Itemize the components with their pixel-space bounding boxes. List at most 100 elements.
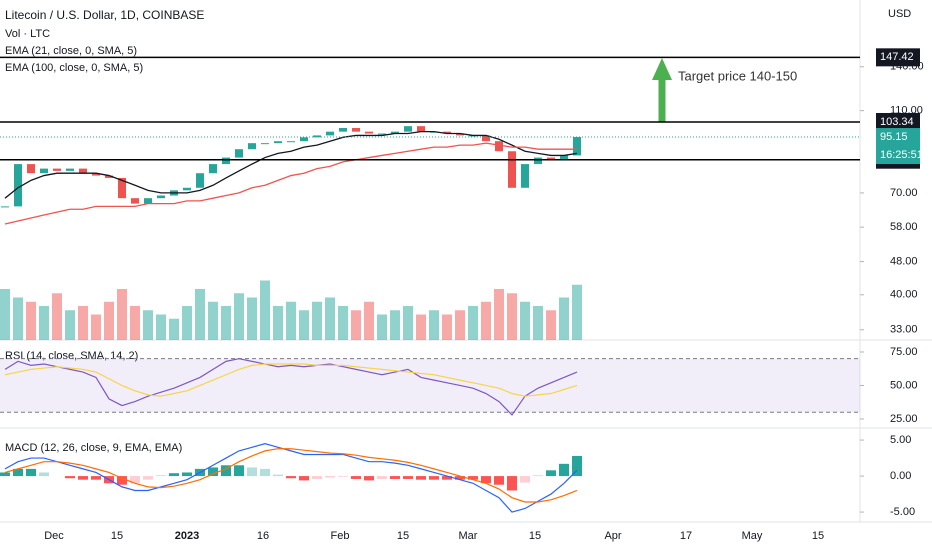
candle xyxy=(521,164,529,188)
volume-bar xyxy=(130,306,140,340)
candle xyxy=(300,137,308,142)
histogram-bar xyxy=(169,473,179,477)
x-tick-label: Mar xyxy=(459,530,478,542)
histogram-bar xyxy=(0,472,10,477)
y-tick-label: 33.00 xyxy=(890,324,918,336)
volume-bar xyxy=(416,314,426,340)
histogram-bar xyxy=(78,476,88,480)
y-tick-label: 25.00 xyxy=(890,413,918,425)
x-tick-label: 15 xyxy=(529,530,541,542)
volume-bar xyxy=(494,289,504,340)
volume-bar xyxy=(559,297,569,340)
histogram-bar xyxy=(247,467,257,477)
rsi-band xyxy=(0,358,860,413)
candle xyxy=(547,157,555,160)
series-line xyxy=(4,448,578,503)
volume-bar xyxy=(13,297,23,340)
currency: USD xyxy=(888,8,911,20)
series-line xyxy=(4,358,578,416)
histogram-bar xyxy=(117,476,127,485)
candle xyxy=(326,131,334,136)
y-tick-label: 0.00 xyxy=(890,470,911,482)
volume-bar xyxy=(273,306,283,340)
histogram-bar xyxy=(429,476,439,480)
volume-bar xyxy=(351,310,361,340)
volume-bar xyxy=(299,310,309,340)
histogram-bar xyxy=(481,476,491,484)
volume-bar xyxy=(117,289,127,340)
volume-bar xyxy=(39,306,49,340)
candle xyxy=(235,149,243,158)
histogram-bar xyxy=(26,468,36,477)
histogram-bar xyxy=(260,468,270,477)
volume-bar xyxy=(403,306,413,340)
volume-bar xyxy=(0,289,10,340)
volume-bar xyxy=(78,306,88,340)
y-tick-label: -5.00 xyxy=(890,506,915,518)
candle xyxy=(66,168,74,171)
volume-bar xyxy=(91,314,101,340)
level-label: 103.34 xyxy=(880,116,914,128)
candle xyxy=(560,155,568,160)
volume-bar xyxy=(286,301,296,340)
candle xyxy=(404,126,412,132)
volume-bar xyxy=(26,301,36,340)
volume-bar xyxy=(325,297,335,340)
x-tick-label: May xyxy=(742,530,763,542)
candle xyxy=(157,195,165,199)
histogram-bar xyxy=(65,476,75,479)
candle xyxy=(222,157,230,165)
legend: Vol · LTC xyxy=(5,28,50,40)
symbol-title: Litecoin / U.S. Dollar, 1D, COINBASE xyxy=(5,8,204,22)
volume-bar xyxy=(546,310,556,340)
candle xyxy=(339,127,347,132)
histogram-bar xyxy=(91,476,101,480)
candle xyxy=(261,143,269,145)
volume-bar xyxy=(507,293,517,340)
candle xyxy=(573,137,581,156)
x-tick-label: 15 xyxy=(812,530,824,542)
histogram-bar xyxy=(312,476,322,479)
histogram-bar xyxy=(390,476,400,479)
volume-bar xyxy=(208,301,218,340)
candle xyxy=(287,141,295,143)
y-tick-label: 70.00 xyxy=(890,187,918,199)
volume-bar xyxy=(364,301,374,340)
candle xyxy=(391,131,399,134)
volume-bar xyxy=(390,310,400,340)
volume-bar xyxy=(312,301,322,340)
candle xyxy=(196,173,204,188)
histogram-bar xyxy=(182,472,192,477)
candle xyxy=(443,131,451,134)
y-tick-label: 5.00 xyxy=(890,434,911,446)
series-line xyxy=(4,131,578,199)
volume-bar xyxy=(260,280,270,340)
histogram-bar xyxy=(156,475,166,477)
x-tick-label: 15 xyxy=(397,530,409,542)
x-tick-label: 15 xyxy=(111,530,123,542)
candle xyxy=(53,168,61,171)
legend: EMA (21, close, 0, SMA, 5) xyxy=(5,45,137,57)
level-box xyxy=(876,48,920,67)
volume-bar xyxy=(572,284,582,340)
candle xyxy=(482,135,490,142)
histogram-bar xyxy=(559,463,569,477)
candle xyxy=(313,135,321,138)
histogram-bar xyxy=(351,476,361,479)
candle xyxy=(365,131,373,134)
histogram-bar xyxy=(494,476,504,485)
candle xyxy=(248,143,256,150)
volume-bar xyxy=(234,293,244,340)
y-tick-label: 48.00 xyxy=(890,255,918,267)
volume-bar xyxy=(156,314,166,340)
histogram-bar xyxy=(221,465,231,477)
volume-bar xyxy=(442,314,452,340)
histogram-bar xyxy=(364,476,374,481)
target-arrow-head xyxy=(652,58,672,80)
candle xyxy=(105,175,113,178)
candle xyxy=(378,133,386,135)
x-tick-label: Dec xyxy=(44,530,64,542)
histogram-bar xyxy=(299,476,309,481)
countdown: 16:25:51 xyxy=(880,149,923,161)
candle xyxy=(79,168,87,174)
